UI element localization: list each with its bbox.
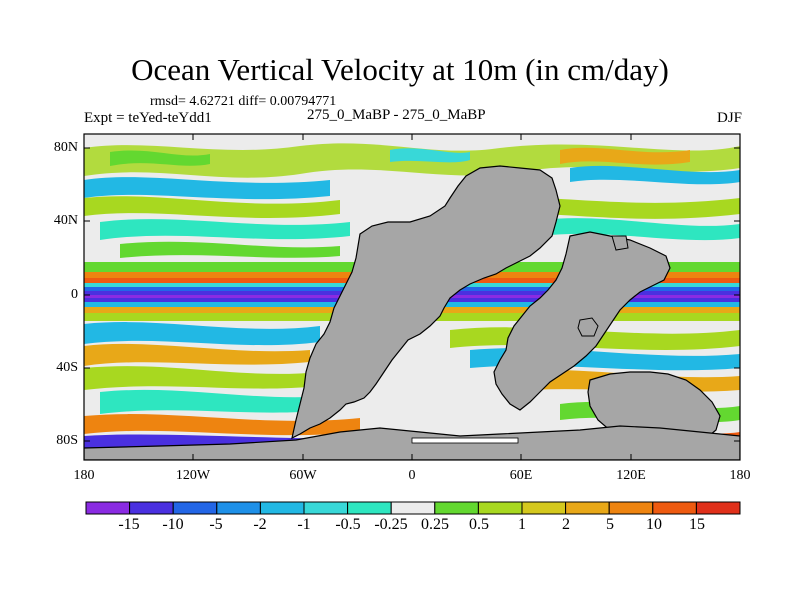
colorbar-swatch [695,501,741,515]
colorbar-label: 0.5 [469,516,489,533]
colorbar-swatch [565,501,610,515]
land-americas [291,165,561,440]
colorbar-swatch [129,501,174,515]
arctic-band [84,143,740,178]
lat-label-0: 0 [71,287,78,302]
colorbar-swatch [172,501,218,515]
colorbar-label: 1 [518,516,526,533]
lon-label-180w: 180 [73,468,95,483]
colorbar-label: -1 [297,516,311,533]
left-subtitle: Expt = teYed-teYdd1 [84,110,212,126]
lon-label-0: 0 [408,468,416,483]
colorbar-label: 5 [606,516,614,533]
latitude-ticks [84,147,740,442]
longitude-ticks [83,134,741,460]
colorbar-swatch [608,501,654,515]
colorbar-label: -10 [162,516,184,533]
colorbar-label: 0.25 [421,516,449,533]
colorbar-swatch [652,501,697,515]
colorbar-swatch [434,501,479,515]
colorbar-label: 15 [689,516,705,533]
colorbar-swatch [85,501,131,515]
colorbar-swatch [347,501,392,515]
colorbar-swatch [216,501,261,515]
center-subtitle: 275_0_MaBP - 275_0_MaBP [307,107,486,123]
lat-label-40n: 40N [53,213,78,228]
lat-label-80n: 80N [53,140,78,155]
land-island-2 [611,235,629,251]
colorbar-label: -5 [209,516,223,533]
lon-label-120e: 120E [616,468,646,483]
lat-label-80s: 80S [56,433,78,448]
colorbar-label: -0.5 [335,516,361,533]
colorbar-swatch [521,501,567,515]
colorbar-label: -15 [118,516,140,533]
colorbar-label: 2 [562,516,570,533]
plot-title: Ocean Vertical Velocity at 10m (in cm/da… [131,52,669,87]
lon-label-60w: 60W [289,468,317,483]
colorbar-label: -2 [253,516,267,533]
map-panel [84,134,740,460]
lat-label-40s: 40S [56,360,78,375]
colorbar-label: 10 [646,516,662,533]
colorbar-swatch [303,501,349,515]
colorbar-label: -0.25 [374,516,408,533]
season-label: DJF [716,110,742,126]
colorbar [85,501,741,515]
colorbar-swatch [390,501,436,515]
antarctic-ice-strip [411,437,519,444]
stats-text: rmsd= 4.62721 diff= 0.00794771 [150,94,337,109]
land-island-1 [577,317,599,337]
lon-label-60e: 60E [509,468,533,483]
lon-label-180e: 180 [729,468,751,483]
colorbar-swatch [477,501,523,515]
colorbar-swatch [259,501,305,515]
lon-label-120w: 120W [175,468,211,483]
land-masses [84,165,740,460]
